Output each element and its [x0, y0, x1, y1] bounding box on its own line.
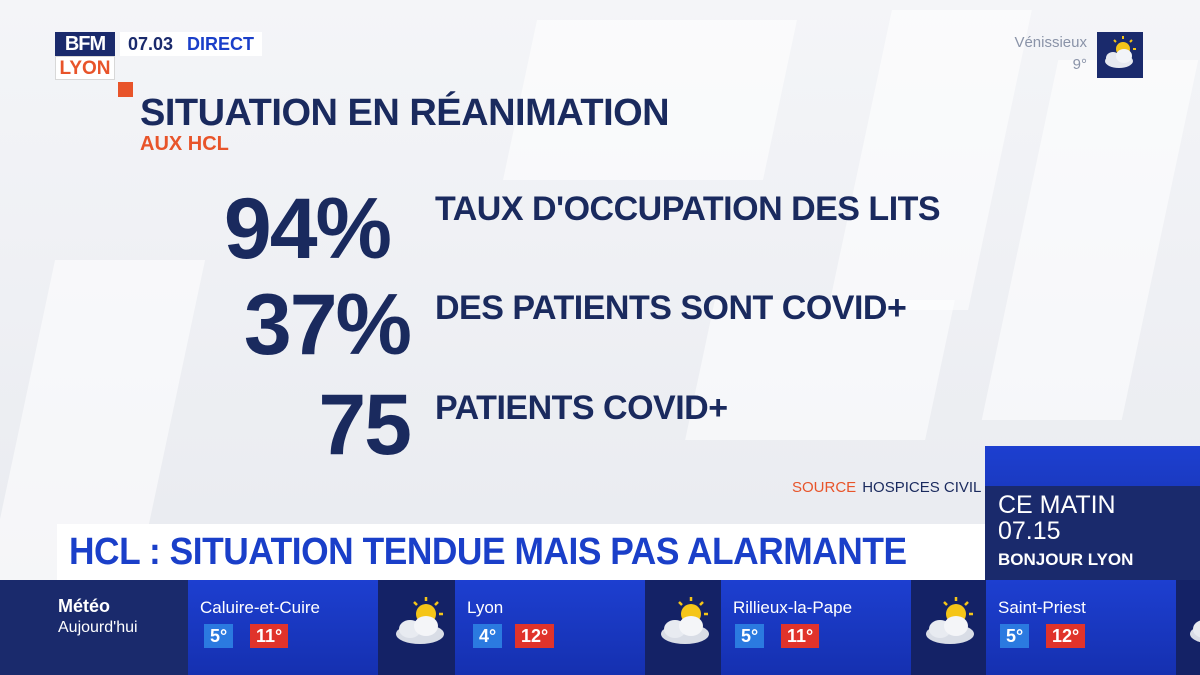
- ticker-city-min: 4°: [473, 624, 503, 648]
- sun-cloud-icon: [388, 594, 456, 650]
- program-time: 07.15: [998, 517, 1061, 545]
- ticker-city: Rillieux-la-Pape 5° 11°: [721, 580, 911, 675]
- sun-cloud-icon: [653, 594, 721, 650]
- weather-ticker: Météo Aujourd'hui Caluire-et-Cuire 5° 11…: [0, 580, 1200, 675]
- stat-value-covid-patients: 75: [318, 377, 412, 473]
- live-label: DIRECT: [187, 33, 255, 54]
- ticker-city-name: Rillieux-la-Pape: [733, 598, 853, 617]
- program-show: BONJOUR LYON: [998, 550, 1134, 569]
- ticker-city-max: 12°: [515, 624, 555, 648]
- ticker-city: Saint-Priest 5° 12°: [986, 580, 1176, 675]
- bg-logo-shape: [828, 10, 1032, 310]
- sun-cloud-icon: [1182, 594, 1200, 650]
- stat-value-occupancy: 94%: [223, 181, 392, 277]
- card-subtitle: AUX HCL: [140, 133, 229, 155]
- bg-logo-shape: [981, 60, 1199, 420]
- ticker-title: Météo: [58, 596, 111, 616]
- ticker-title-block: Météo Aujourd'hui: [0, 580, 188, 675]
- source-key: SOURCE: [792, 479, 857, 496]
- logo-top-text: BFM: [55, 32, 115, 56]
- ticker-city-max: 11°: [250, 624, 289, 648]
- headline-banner: HCL : SITUATION TENDUE MAIS PAS ALARMANT…: [57, 524, 985, 580]
- ticker-city: Lyon 4° 12°: [455, 580, 645, 675]
- source-note: SOURCE HOSPICES CIVIL: [792, 479, 981, 496]
- ticker-city: Caluire-et-Cuire 5° 11°: [188, 580, 378, 675]
- accent-square: [118, 82, 133, 97]
- ticker-city-min: 5°: [1000, 624, 1030, 648]
- stat-value-covid-share: 37%: [243, 277, 412, 373]
- local-weather-temp: 9°: [1072, 56, 1087, 73]
- ticker-city-max: 12°: [1046, 624, 1086, 648]
- ticker-city-min: 5°: [204, 624, 234, 648]
- ticker-city-max: 11°: [781, 624, 820, 648]
- clock-time: 07.03: [128, 33, 174, 54]
- local-weather-city: Vénissieux: [1014, 34, 1087, 51]
- logo-bottom-text: LYON: [55, 56, 115, 80]
- local-weather: Vénissieux 9°: [1014, 32, 1143, 78]
- clock-bar: 07.03 DIRECT: [120, 32, 263, 56]
- ticker-subtitle: Aujourd'hui: [58, 619, 138, 636]
- program-when: CE MATIN: [998, 491, 1116, 519]
- sun-cloud-icon: [918, 594, 986, 650]
- ticker-city-name: Saint-Priest: [998, 598, 1086, 617]
- ticker-city-name: Lyon: [467, 598, 504, 617]
- sun-cloud-icon: [1097, 32, 1143, 78]
- channel-logo: BFM LYON: [55, 32, 115, 80]
- stat-label-covid-patients: PATIENTS COVID+: [435, 389, 728, 427]
- stat-label-occupancy: TAUX D'OCCUPATION DES LITS: [435, 190, 941, 228]
- ticker-city-min: 5°: [735, 624, 765, 648]
- program-box: CE MATIN 07.15 BONJOUR LYON: [985, 446, 1200, 580]
- source-value: HOSPICES CIVIL: [862, 479, 982, 496]
- stat-label-covid-share: DES PATIENTS SONT COVID+: [435, 289, 907, 327]
- headline-text: HCL : SITUATION TENDUE MAIS PAS ALARMANT…: [69, 530, 907, 573]
- ticker-city-name: Caluire-et-Cuire: [200, 598, 320, 617]
- card-title: SITUATION EN RÉANIMATION: [140, 92, 670, 134]
